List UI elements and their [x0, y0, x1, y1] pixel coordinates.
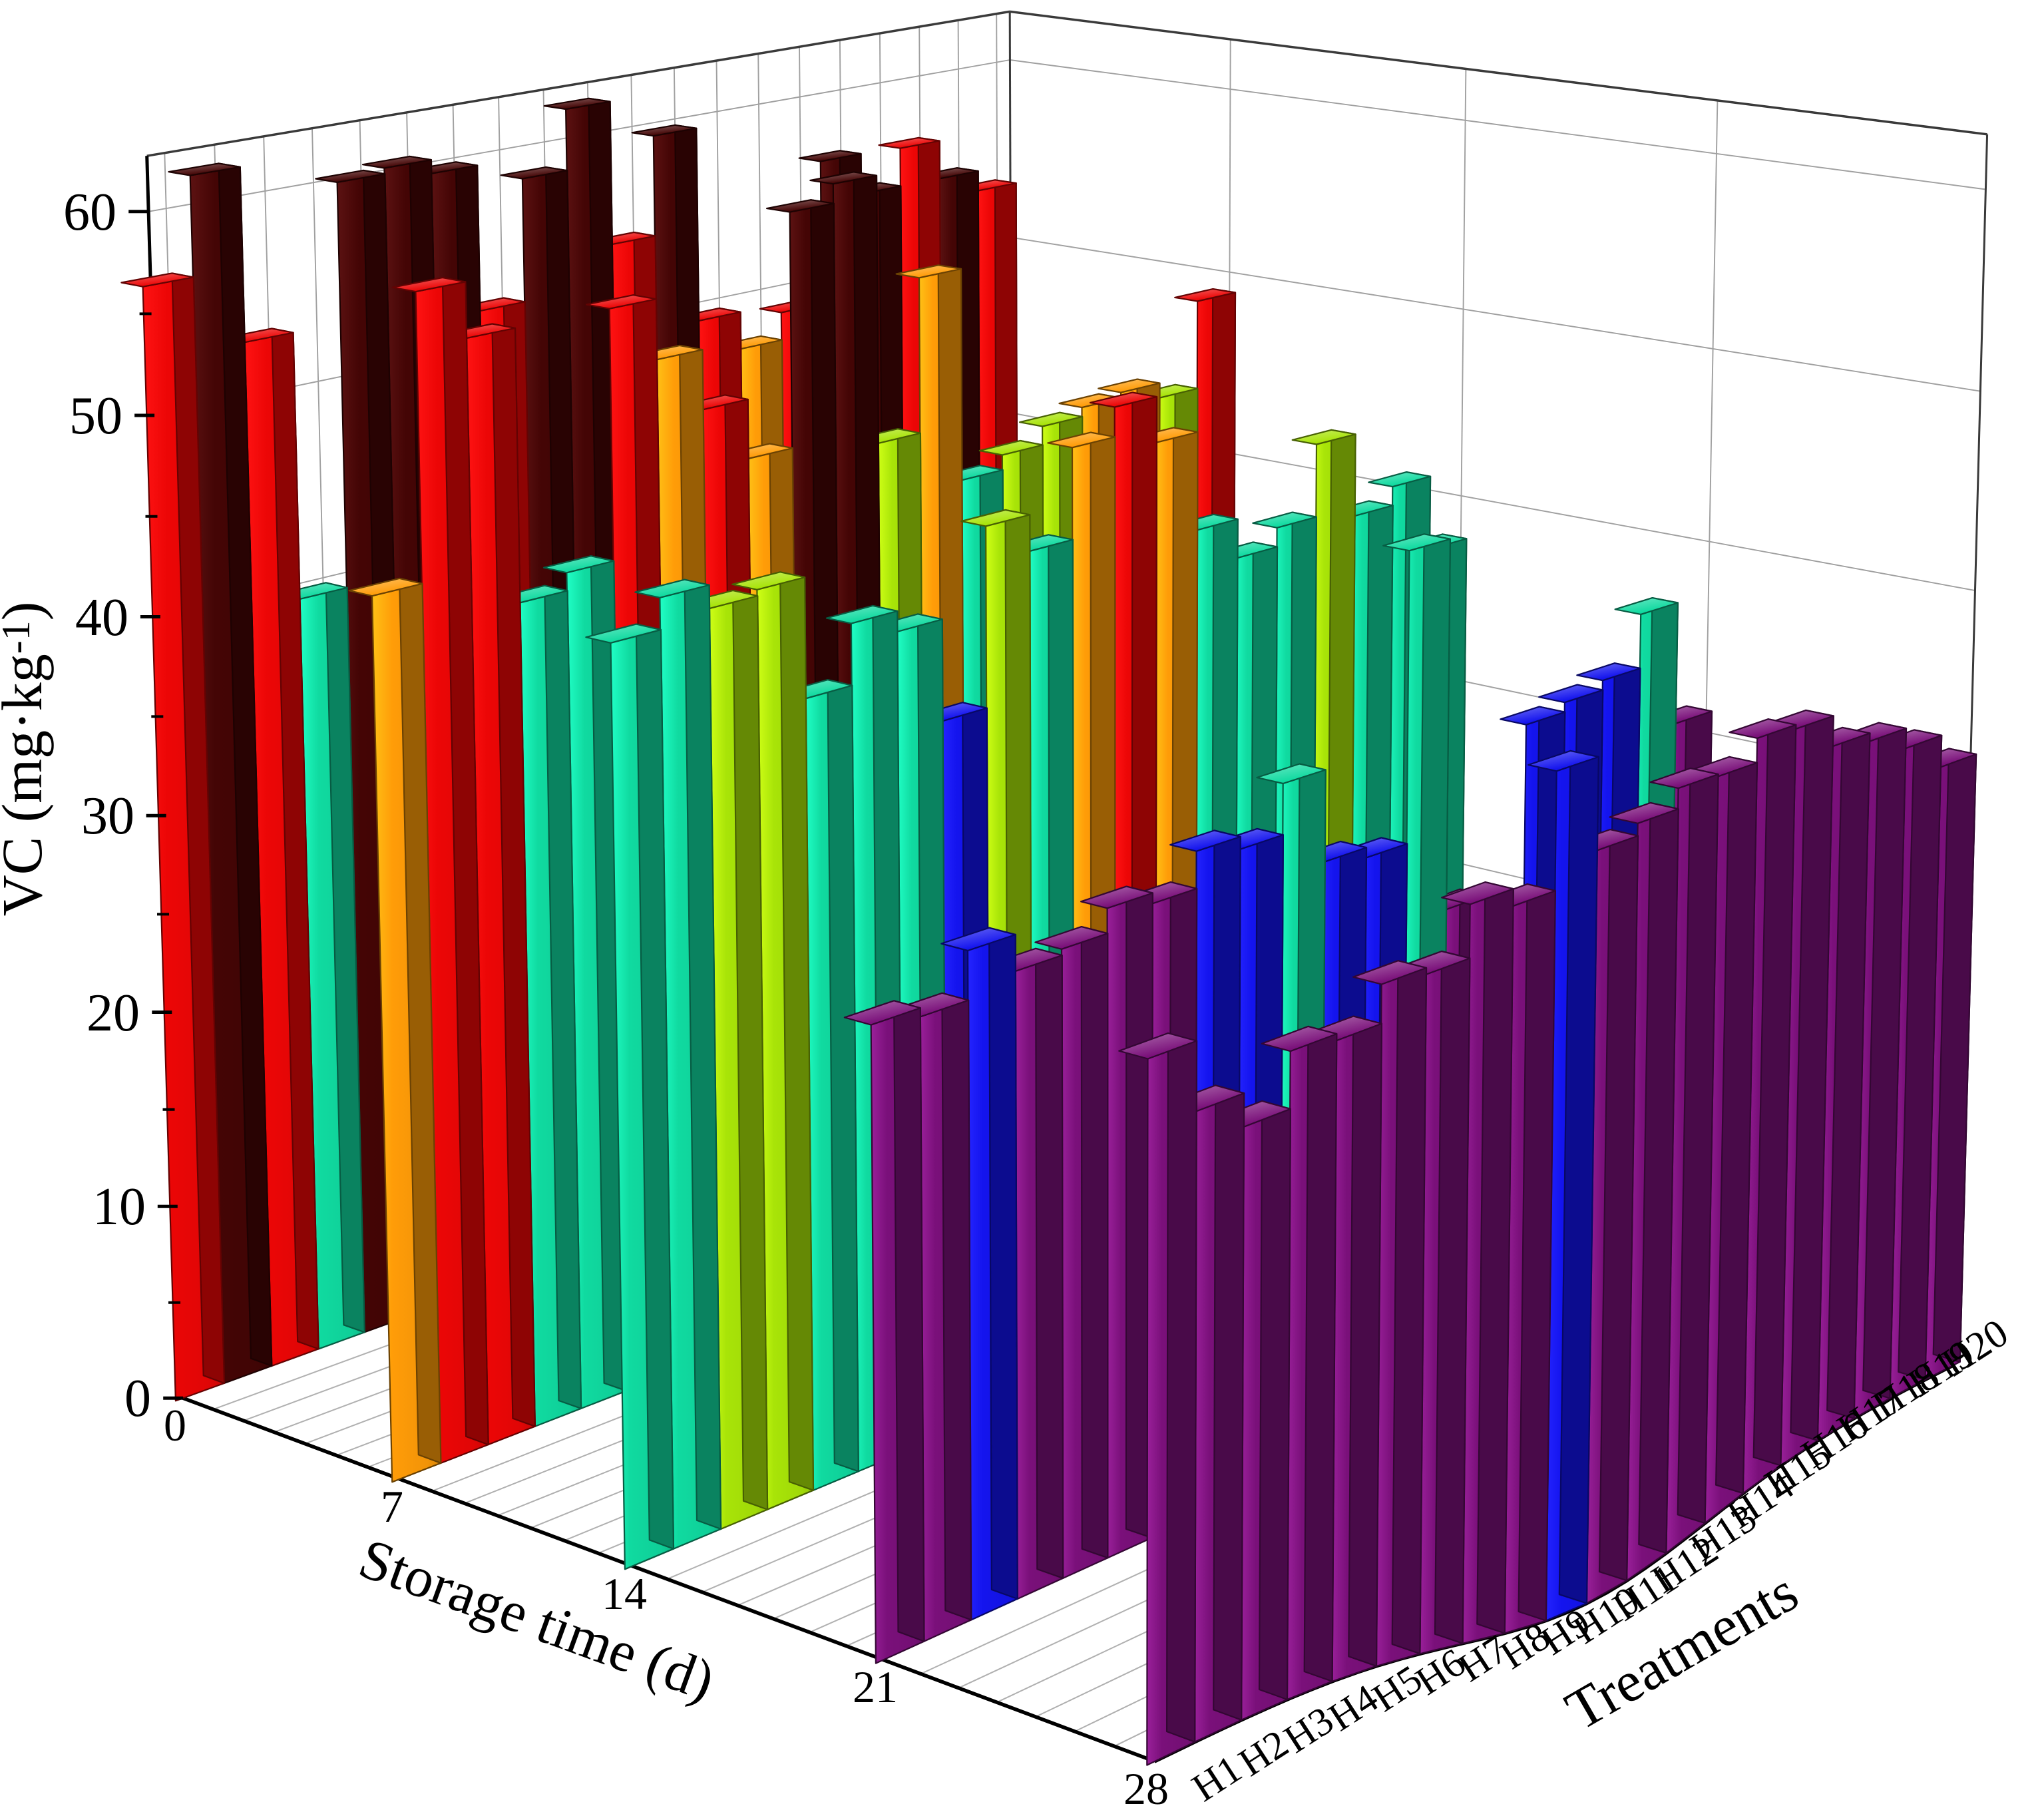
- svg-text:40: 40: [75, 588, 128, 647]
- svg-text:7: 7: [381, 1481, 403, 1532]
- svg-text:14: 14: [602, 1568, 647, 1619]
- svg-text:VC (mg·kg-1): VC (mg·kg-1): [0, 602, 54, 917]
- svg-text:0: 0: [124, 1369, 151, 1428]
- svg-text:21: 21: [853, 1662, 898, 1712]
- svg-text:0: 0: [164, 1400, 186, 1451]
- svg-text:30: 30: [81, 787, 134, 845]
- svg-text:28: 28: [1124, 1763, 1169, 1812]
- svg-text:10: 10: [93, 1178, 146, 1236]
- svg-text:60: 60: [63, 183, 116, 242]
- svg-text:20: 20: [87, 984, 140, 1042]
- svg-text:50: 50: [69, 387, 122, 445]
